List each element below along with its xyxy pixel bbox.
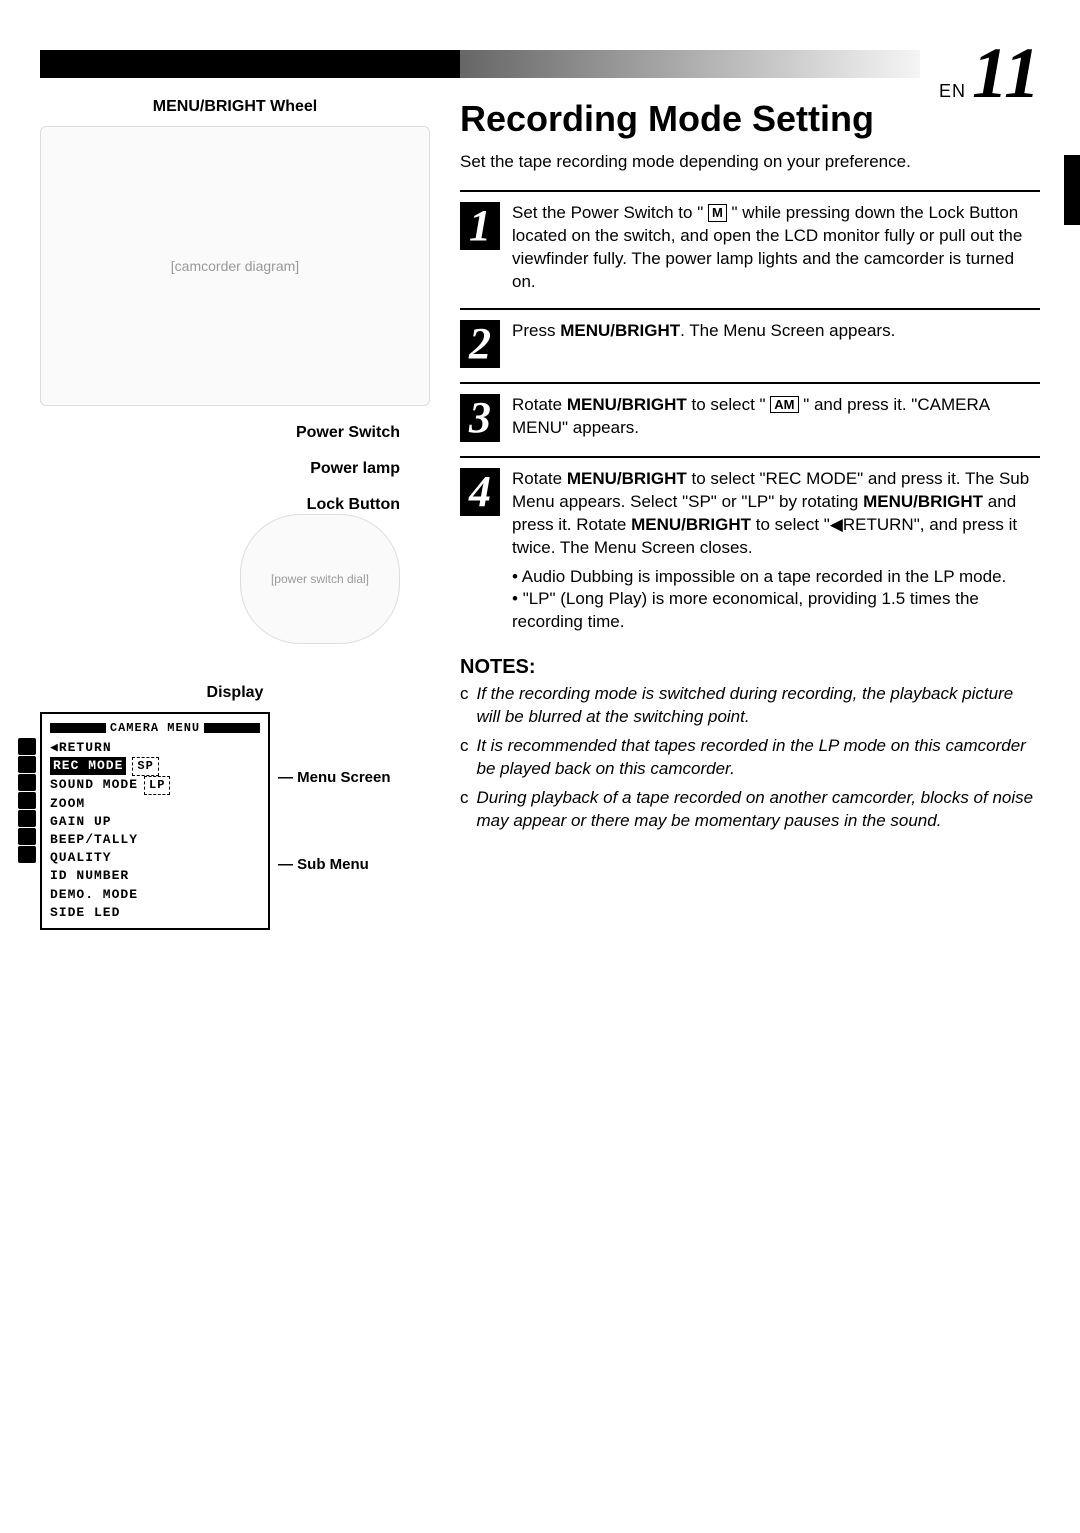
menu-title: CAMERA MENU xyxy=(110,720,200,737)
page-number: EN 11 xyxy=(939,32,1040,115)
menu-item: ZOOM xyxy=(50,796,85,811)
menu-item: QUALITY xyxy=(50,850,112,865)
menu-screen: CAMERA MENU ◀RETURN REC MODE SPSOUND MODE… xyxy=(40,712,270,930)
step-number: 2 xyxy=(460,320,500,368)
header-bars xyxy=(40,50,1040,78)
step-number: 3 xyxy=(460,394,500,442)
step-body: Press MENU/BRIGHT. The Menu Screen appea… xyxy=(512,320,1040,368)
power-lamp-label: Power lamp xyxy=(40,460,430,478)
menu-item: GAIN UP xyxy=(50,814,112,829)
menu-badge: LP xyxy=(144,776,170,795)
camcorder-diagram: [camcorder diagram] xyxy=(40,126,430,406)
menu-badge: SP xyxy=(132,757,158,776)
menu-item: SOUND MODE xyxy=(50,777,138,792)
step-body: Rotate MENU/BRIGHT to select " AM " and … xyxy=(512,394,1040,442)
notes-list: cIf the recording mode is switched durin… xyxy=(460,683,1040,833)
note-item: cDuring playback of a tape recorded on a… xyxy=(460,787,1040,833)
menu-side-icons xyxy=(18,738,36,863)
step-number: 4 xyxy=(460,468,500,516)
display-label: Display xyxy=(40,684,430,702)
m-icon: M xyxy=(708,204,727,222)
wheel-label: MENU/BRIGHT Wheel xyxy=(40,98,430,116)
step-4: 4 Rotate MENU/BRIGHT to select "REC MODE… xyxy=(460,456,1040,649)
menu-item: REC MODE xyxy=(50,757,126,775)
step-3: 3 Rotate MENU/BRIGHT to select " AM " an… xyxy=(460,382,1040,456)
step-body: Rotate MENU/BRIGHT to select "REC MODE" … xyxy=(512,468,1040,635)
menu-return: ◀RETURN xyxy=(50,739,260,757)
page-num: 11 xyxy=(972,32,1040,115)
menu-item: ID NUMBER xyxy=(50,868,129,883)
am-icon: AM xyxy=(770,396,798,414)
note-item: cIf the recording mode is switched durin… xyxy=(460,683,1040,729)
notes-title: NOTES: xyxy=(460,656,1040,679)
step-1: 1 Set the Power Switch to " M " while pr… xyxy=(460,190,1040,308)
tab-marker xyxy=(1064,155,1080,225)
note-item: cIt is recommended that tapes recorded i… xyxy=(460,735,1040,781)
diagram-placeholder: [camcorder diagram] xyxy=(171,258,299,274)
step-2: 2 Press MENU/BRIGHT. The Menu Screen app… xyxy=(460,308,1040,382)
power-switch-label: Power Switch xyxy=(40,424,430,442)
page-lang: EN xyxy=(939,81,966,102)
callout-sub-menu: Sub Menu xyxy=(278,856,391,873)
lock-button-label: Lock Button xyxy=(40,496,430,514)
menu-item: DEMO. MODE xyxy=(50,887,138,902)
step-bullet: "LP" (Long Play) is more economical, pro… xyxy=(512,588,1040,634)
switch-placeholder: [power switch dial] xyxy=(271,572,369,586)
step-bullet: Audio Dubbing is impossible on a tape re… xyxy=(512,566,1040,589)
menu-item: BEEP/TALLY xyxy=(50,832,138,847)
power-switch-diagram: [power switch dial] xyxy=(240,514,400,644)
step-number: 1 xyxy=(460,202,500,250)
callout-menu-screen: Menu Screen xyxy=(278,769,391,786)
step-body: Set the Power Switch to " M " while pres… xyxy=(512,202,1040,294)
menu-item: SIDE LED xyxy=(50,905,120,920)
section-intro: Set the tape recording mode depending on… xyxy=(460,152,1040,172)
